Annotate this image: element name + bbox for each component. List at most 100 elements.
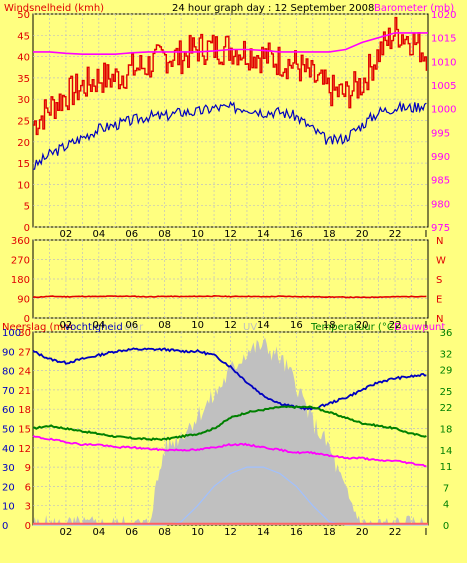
x-tick-label: 14 bbox=[257, 320, 270, 331]
baro-y-tick: 975 bbox=[431, 223, 450, 234]
x-tick-label: 18 bbox=[323, 229, 336, 240]
x-tick-label: 02 bbox=[60, 229, 73, 240]
baro-y-tick: 995 bbox=[431, 128, 450, 139]
temp-y-tick: 25 bbox=[440, 387, 453, 398]
x-tick-label: 04 bbox=[92, 527, 105, 538]
wind-y-tick: 50 bbox=[17, 10, 30, 21]
x-tick-label: 10 bbox=[191, 229, 204, 240]
humidity-y-tick: 60 bbox=[2, 405, 15, 416]
direction-y-tick: 90 bbox=[17, 295, 30, 306]
wind-y-tick: 20 bbox=[17, 138, 30, 149]
temp-y-tick: 11 bbox=[440, 462, 453, 473]
x-tick-label: 10 bbox=[191, 320, 204, 331]
chart-title: 24 hour graph day : 12 September 2008 bbox=[172, 3, 374, 14]
temp-y-tick: 4 bbox=[443, 500, 449, 511]
rain-legend: Neerslag (mm bbox=[2, 322, 73, 333]
wind-y-tick: 10 bbox=[17, 180, 30, 191]
x-tick-label: 02 bbox=[60, 320, 73, 331]
series-wind-average bbox=[33, 100, 427, 170]
rain-y-tick: 24 bbox=[18, 367, 31, 378]
x-tick-label: 14 bbox=[257, 229, 270, 240]
x-tick-label: 16 bbox=[290, 527, 303, 538]
humidity-y-tick: 10 bbox=[2, 502, 15, 513]
x-tick-label: 20 bbox=[356, 320, 369, 331]
x-tick-label: 08 bbox=[158, 229, 171, 240]
series-dauwpunt bbox=[32, 435, 427, 468]
x-tick-label: 06 bbox=[125, 229, 138, 240]
x-tick-label: 12 bbox=[224, 229, 237, 240]
wind-y-tick: 5 bbox=[24, 202, 30, 213]
direction-y-tick: 270 bbox=[11, 256, 30, 267]
humidity-y-tick: 80 bbox=[2, 367, 15, 378]
x-tick-label: 22 bbox=[389, 229, 402, 240]
rain-y-tick: 0 bbox=[25, 521, 31, 532]
baro-y-tick: 990 bbox=[431, 152, 450, 163]
x-tick-label: 06 bbox=[125, 527, 138, 538]
compass-tick: E bbox=[436, 295, 442, 306]
grid-layer bbox=[33, 13, 428, 526]
humidity-y-tick: 100 bbox=[2, 328, 21, 339]
x-tick-label: 06 bbox=[125, 320, 138, 331]
area-layer bbox=[33, 337, 428, 525]
direction-y-tick: 180 bbox=[11, 275, 30, 286]
series-windsnelheid bbox=[33, 16, 428, 136]
series-windrichting bbox=[32, 294, 427, 299]
x-tick-label: 04 bbox=[92, 320, 105, 331]
humidity-y-tick: 0 bbox=[2, 521, 8, 532]
baro-y-tick: 1020 bbox=[431, 10, 456, 21]
x-tick-label: 14 bbox=[257, 527, 270, 538]
compass-tick: S bbox=[436, 275, 442, 286]
x-tick-label: 16 bbox=[290, 320, 303, 331]
x-tick-label: 12 bbox=[224, 527, 237, 538]
series-uv-area bbox=[33, 337, 428, 525]
humidity-y-tick: 20 bbox=[2, 482, 15, 493]
temp-y-tick: 18 bbox=[440, 425, 453, 436]
series-solar bbox=[33, 466, 428, 526]
x-tick-label: 02 bbox=[60, 527, 73, 538]
x-tick-label: 08 bbox=[158, 320, 171, 331]
compass-tick: N bbox=[436, 314, 443, 325]
humidity-y-tick: 90 bbox=[2, 347, 15, 358]
barometer-axis-title: Barometer (mb) bbox=[374, 3, 454, 14]
wind-y-tick: 15 bbox=[17, 159, 30, 170]
baro-y-tick: 1005 bbox=[431, 81, 456, 92]
humidity-y-tick: 30 bbox=[2, 463, 15, 474]
humidity-y-tick: 70 bbox=[2, 386, 15, 397]
rain-y-tick: 6 bbox=[25, 482, 31, 493]
x-tick-label: 04 bbox=[92, 229, 105, 240]
rain-y-tick: 18 bbox=[18, 405, 31, 416]
x-tick-label: 08 bbox=[158, 527, 171, 538]
x-tick-label: 18 bbox=[323, 320, 336, 331]
wind-y-tick: 35 bbox=[17, 74, 30, 85]
baro-y-tick: 1015 bbox=[431, 34, 456, 45]
temp-y-tick: 0 bbox=[443, 521, 449, 532]
x-tick-label: 10 bbox=[191, 527, 204, 538]
baro-y-tick: 1000 bbox=[431, 105, 456, 116]
wind-y-tick: 40 bbox=[17, 53, 30, 64]
baro-y-tick: 980 bbox=[431, 199, 450, 210]
direction-y-tick: 360 bbox=[11, 236, 30, 247]
rain-y-tick: 12 bbox=[18, 444, 31, 455]
temp-y-tick: 36 bbox=[440, 328, 453, 339]
wind-y-tick: 25 bbox=[17, 117, 30, 128]
x-tick-end: I bbox=[425, 320, 428, 331]
wind-y-tick: 30 bbox=[17, 95, 30, 106]
temp-y-tick: 29 bbox=[440, 366, 453, 377]
x-tick-end: I bbox=[425, 527, 428, 538]
rain-y-tick: 30 bbox=[18, 328, 31, 339]
x-tick-label: 12 bbox=[224, 320, 237, 331]
dewpoint-legend: Dauwpunt bbox=[394, 322, 445, 333]
baro-y-tick: 1010 bbox=[431, 57, 456, 68]
wind-y-tick: 0 bbox=[24, 223, 30, 234]
lines-layer bbox=[32, 16, 428, 526]
temp-y-tick: 14 bbox=[440, 446, 453, 457]
series-vochtigheid bbox=[32, 347, 427, 411]
compass-tick: N bbox=[436, 236, 443, 247]
humidity-y-tick: 50 bbox=[2, 425, 15, 436]
series-barometer bbox=[33, 32, 428, 55]
temp-y-tick: 7 bbox=[443, 483, 449, 494]
rain-y-tick: 15 bbox=[18, 425, 31, 436]
rain-y-tick: 9 bbox=[25, 463, 31, 474]
